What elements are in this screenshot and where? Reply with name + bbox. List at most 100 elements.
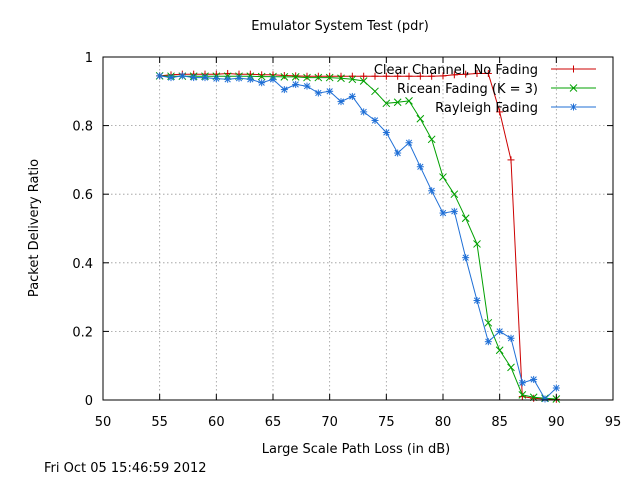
data-point	[450, 71, 458, 79]
data-point	[507, 334, 515, 342]
legend-marker	[569, 84, 578, 92]
data-point	[291, 73, 300, 81]
data-point	[518, 379, 526, 387]
data-point	[371, 116, 379, 124]
data-point	[292, 72, 300, 80]
data-point	[257, 72, 266, 81]
x-tick-label: 55	[151, 415, 168, 430]
y-tick-label: 1	[85, 51, 93, 66]
data-point	[280, 73, 289, 81]
data-point	[303, 73, 311, 82]
legend: Clear Channel, No Fading Ricean Fading (K…	[374, 63, 596, 116]
data-point	[495, 346, 504, 355]
data-point	[439, 173, 447, 181]
data-point	[428, 72, 436, 80]
x-tick-label: 70	[321, 415, 338, 430]
y-tick-label: 0.8	[72, 120, 93, 135]
data-point	[348, 72, 356, 80]
series-3	[156, 72, 560, 403]
data-point	[473, 297, 481, 305]
data-point	[428, 187, 436, 195]
data-point	[224, 75, 232, 83]
data-point	[473, 240, 481, 248]
data-point	[541, 395, 549, 403]
y-tick-label: 0	[85, 394, 93, 409]
data-point	[394, 72, 402, 80]
data-point	[405, 72, 413, 80]
data-point	[484, 318, 493, 327]
data-point	[326, 72, 334, 80]
x-tick-label: 90	[548, 415, 565, 430]
legend-item: Clear Channel, No Fading	[374, 63, 596, 78]
data-point	[416, 72, 424, 80]
legend-marker	[570, 103, 577, 111]
legend-label: Clear Channel, No Fading	[374, 63, 538, 78]
data-point	[348, 92, 356, 100]
data-point	[461, 214, 470, 223]
data-point	[552, 384, 560, 392]
data-point	[496, 108, 504, 116]
data-point	[450, 190, 459, 199]
data-point	[235, 74, 243, 82]
data-point	[246, 75, 254, 83]
data-point	[359, 77, 368, 85]
data-point	[371, 72, 379, 80]
y-axis-label: Packet Delivery Ratio	[27, 159, 42, 297]
data-point	[325, 73, 334, 82]
x-tick-label: 65	[265, 415, 282, 430]
data-point	[507, 156, 515, 164]
data-point	[303, 82, 311, 90]
data-point	[156, 72, 164, 80]
data-point	[178, 72, 186, 80]
data-point	[201, 74, 209, 82]
data-point	[496, 327, 504, 335]
legend-marker	[570, 65, 577, 73]
data-point	[462, 70, 470, 78]
x-tick-label: 80	[435, 415, 452, 430]
data-point	[405, 97, 413, 105]
data-point	[326, 87, 334, 95]
data-point	[427, 135, 436, 144]
legend-item: Ricean Fading (K = 3)	[397, 82, 596, 97]
x-tick-label: 60	[208, 415, 225, 430]
legend-item: Rayleigh Fading	[435, 101, 596, 116]
data-point	[530, 394, 538, 402]
data-point	[280, 72, 288, 80]
data-point	[337, 74, 345, 83]
axes-ticks: 50 55 60 65 70 75 80 85 90 95 0 0.2 0.4 0.6 0.8 1	[72, 51, 621, 430]
data-point	[280, 86, 288, 94]
data-point	[507, 363, 515, 372]
y-tick-label: 0.4	[72, 257, 93, 272]
data-point	[530, 375, 538, 383]
data-point	[439, 209, 447, 217]
data-point	[167, 74, 175, 82]
data-point	[269, 75, 277, 83]
data-point	[393, 98, 402, 107]
x-tick-label: 95	[605, 415, 622, 430]
y-tick-label: 0.2	[72, 325, 93, 340]
data-point	[518, 391, 527, 399]
data-point	[382, 99, 391, 108]
data-point	[258, 79, 266, 87]
plot-frame	[102, 56, 614, 401]
data-point	[382, 72, 390, 80]
data-point	[337, 98, 345, 106]
data-point	[303, 72, 311, 80]
data-point	[416, 163, 424, 171]
data-point	[382, 128, 390, 136]
data-point	[348, 75, 357, 84]
data-point	[394, 149, 402, 157]
x-tick-label: 50	[95, 415, 112, 430]
legend-label: Rayleigh Fading	[435, 101, 538, 116]
data-point	[450, 207, 458, 215]
x-axis-label: Large Scale Path Loss (in dB)	[262, 442, 450, 457]
y-tick-label: 0.6	[72, 188, 93, 203]
data-point	[360, 72, 368, 80]
footer-timestamp: Fri Oct 05 15:46:59 2012	[44, 461, 207, 476]
data-point	[360, 108, 368, 116]
data-point	[314, 89, 322, 97]
data-point	[212, 75, 220, 83]
data-point	[473, 69, 481, 77]
data-point	[190, 74, 198, 82]
